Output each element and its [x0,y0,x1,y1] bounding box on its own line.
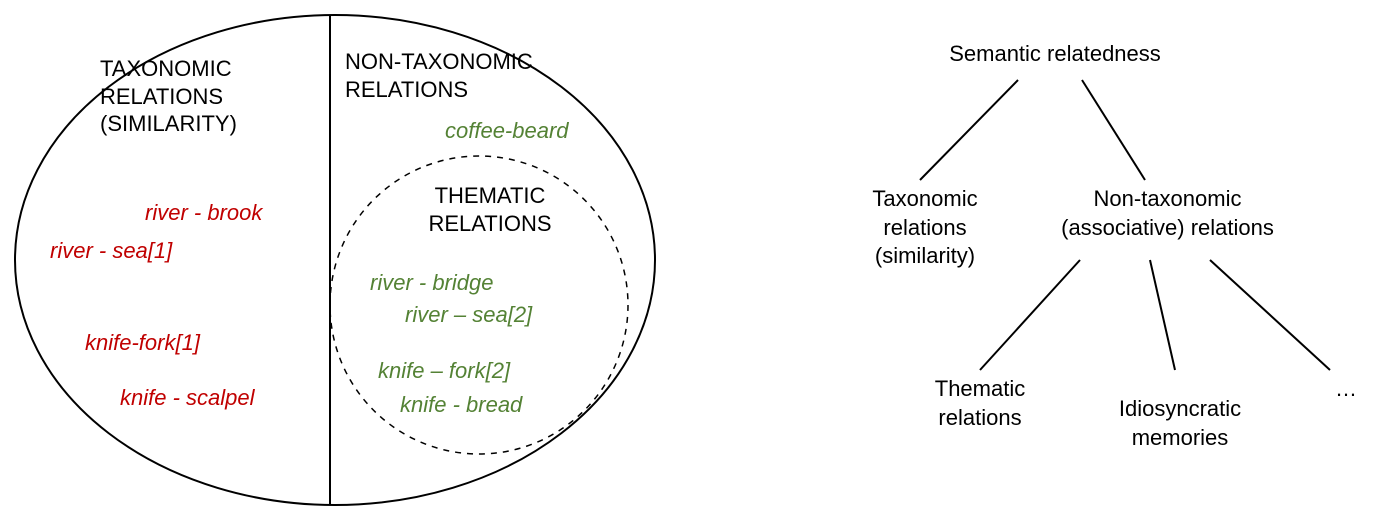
example-knife-scalpel: knife - scalpel [120,385,255,411]
example-river-brook: river - brook [145,200,262,226]
tree-idio-line1: Idiosyncratic [1105,395,1255,424]
tree-thematic: Thematic relations [920,375,1040,432]
tree-thematic-line1: Thematic [920,375,1040,404]
thematic-line2: RELATIONS [425,210,555,238]
nontaxonomic-heading: NON-TAXONOMIC RELATIONS [345,48,575,103]
example-coffee-beard: coffee-beard [445,118,569,144]
tree-idiosyncratic: Idiosyncratic memories [1105,395,1255,452]
tree-ellipsis: … [1335,375,1357,404]
example-knife-fork1: knife-fork[1] [85,330,200,356]
nontaxonomic-line2: RELATIONS [345,76,575,104]
example-river-sea2: river – sea[2] [405,302,532,328]
taxonomic-line2: RELATIONS [100,83,260,111]
tree-thematic-line2: relations [920,404,1040,433]
example-knife-fork2: knife – fork[2] [378,358,510,384]
taxonomic-line3: (SIMILARITY) [100,110,260,138]
example-knife-bread: knife - bread [400,392,522,418]
tree-nontaxonomic-line1: Non-taxonomic [1045,185,1290,214]
taxonomic-line1: TAXONOMIC [100,55,260,83]
thematic-heading: THEMATIC RELATIONS [425,182,555,237]
example-river-sea1: river - sea[1] [50,238,172,264]
tree-root: Semantic relatedness [940,40,1170,69]
tree-taxonomic-line2: relations [855,214,995,243]
tree-taxonomic: Taxonomic relations (similarity) [855,185,995,271]
tree-nontaxonomic: Non-taxonomic (associative) relations [1045,185,1290,242]
tree-taxonomic-line1: Taxonomic [855,185,995,214]
tree-taxonomic-line3: (similarity) [855,242,995,271]
thematic-line1: THEMATIC [425,182,555,210]
taxonomic-heading: TAXONOMIC RELATIONS (SIMILARITY) [100,55,260,138]
example-river-bridge: river - bridge [370,270,493,296]
tree-idio-line2: memories [1105,424,1255,453]
nontaxonomic-line1: NON-TAXONOMIC [345,48,575,76]
tree-nontaxonomic-line2: (associative) relations [1045,214,1290,243]
